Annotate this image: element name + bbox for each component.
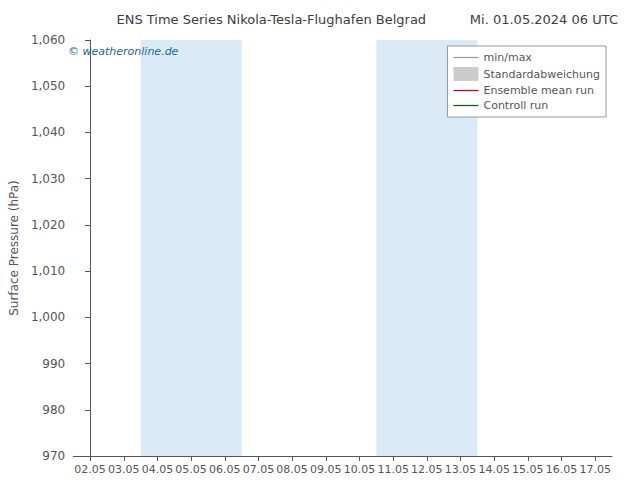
svg-text:17.05: 17.05 — [579, 463, 611, 476]
svg-text:08.05: 08.05 — [276, 463, 308, 476]
svg-text:02.05: 02.05 — [74, 463, 106, 476]
svg-text:03.05: 03.05 — [108, 463, 140, 476]
svg-text:ENS Time Series Nikola-Tesla-F: ENS Time Series Nikola-Tesla-Flughafen B… — [116, 12, 426, 27]
svg-text:1,020: 1,020 — [31, 218, 65, 232]
svg-text:06.05: 06.05 — [209, 463, 241, 476]
svg-text:970: 970 — [42, 449, 65, 463]
svg-text:1,010: 1,010 — [31, 264, 65, 278]
svg-text:© weatheronline.de: © weatheronline.de — [68, 45, 179, 58]
svg-text:990: 990 — [42, 357, 65, 371]
svg-text:Controll run: Controll run — [483, 99, 548, 112]
svg-text:07.05: 07.05 — [243, 463, 275, 476]
svg-text:10.05: 10.05 — [344, 463, 376, 476]
svg-text:1,040: 1,040 — [31, 125, 65, 139]
svg-text:09.05: 09.05 — [310, 463, 342, 476]
svg-text:12.05: 12.05 — [411, 463, 443, 476]
svg-text:1,030: 1,030 — [31, 172, 65, 186]
svg-text:Standardabweichung: Standardabweichung — [483, 68, 600, 81]
svg-text:980: 980 — [42, 403, 65, 417]
svg-text:1,000: 1,000 — [31, 310, 65, 324]
svg-text:16.05: 16.05 — [546, 463, 578, 476]
svg-text:11.05: 11.05 — [377, 463, 409, 476]
svg-text:04.05: 04.05 — [142, 463, 174, 476]
svg-text:13.05: 13.05 — [445, 463, 477, 476]
svg-text:Ensemble mean run: Ensemble mean run — [483, 84, 594, 97]
svg-text:min/max: min/max — [483, 51, 532, 64]
svg-text:Mi. 01.05.2024 06 UTC: Mi. 01.05.2024 06 UTC — [470, 12, 618, 27]
svg-text:1,050: 1,050 — [31, 79, 65, 93]
svg-text:15.05: 15.05 — [512, 463, 544, 476]
svg-text:1,060: 1,060 — [31, 33, 65, 47]
svg-text:14.05: 14.05 — [478, 463, 510, 476]
svg-text:05.05: 05.05 — [175, 463, 207, 476]
svg-text:Surface Pressure (hPa): Surface Pressure (hPa) — [7, 180, 21, 316]
